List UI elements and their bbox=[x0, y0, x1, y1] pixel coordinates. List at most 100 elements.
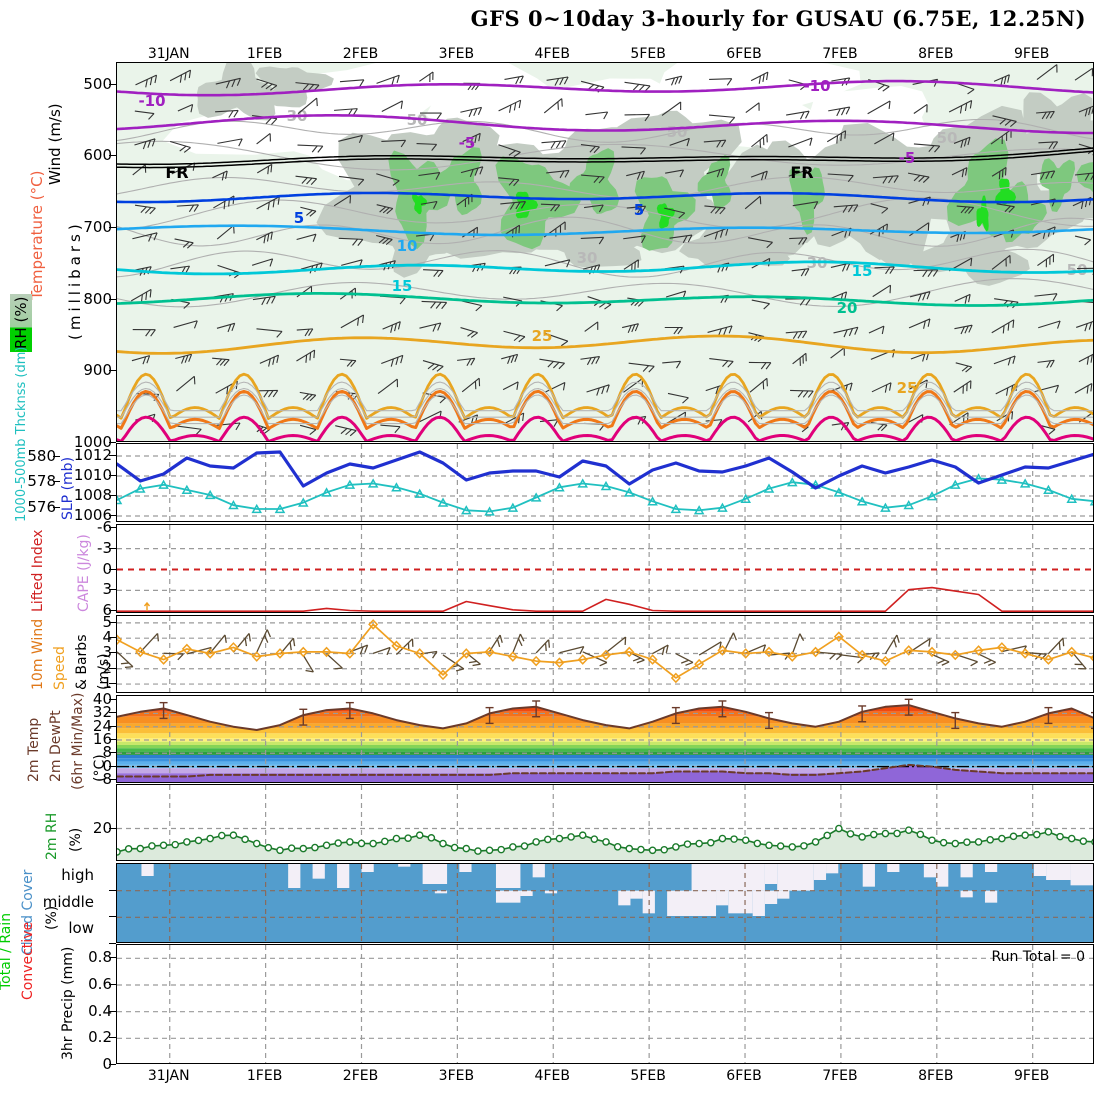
thickness-tickmark-578 bbox=[53, 481, 60, 483]
temp-tick-0: 0 bbox=[102, 756, 112, 775]
slp-thickness-panel bbox=[116, 443, 1094, 522]
temp-tickmark-24 bbox=[109, 725, 116, 727]
precip-tick-0p8: 0.8 bbox=[88, 948, 112, 967]
wind-10m-label-c: & Barbs bbox=[74, 634, 90, 691]
li-tickmark-3 bbox=[109, 589, 116, 591]
wind-tickmark-3 bbox=[109, 652, 116, 654]
temp-tickmark--8 bbox=[109, 778, 116, 780]
svg-text:10: 10 bbox=[397, 237, 418, 255]
cloud-level-middle: middle bbox=[42, 892, 94, 911]
pressure-tickmark-800 bbox=[109, 298, 116, 300]
precip-tick-0p4: 0.4 bbox=[88, 1001, 112, 1020]
date-label-6feb: 6FEB bbox=[726, 1068, 762, 1084]
wind-tickmark-2 bbox=[109, 667, 116, 669]
date-label-9feb: 9FEB bbox=[1013, 46, 1050, 62]
li-tickmark--3 bbox=[109, 547, 116, 549]
rh-2m-label-b: (%) bbox=[68, 827, 84, 852]
thickness-label: 1000-500mb Thcknss (dm) bbox=[14, 346, 29, 522]
date-label-3feb: 3FEB bbox=[438, 46, 475, 62]
svg-text:15: 15 bbox=[392, 277, 413, 295]
li-tickmark-6 bbox=[109, 610, 116, 612]
temp-tick-32: 32 bbox=[92, 703, 112, 722]
temp-tick-40: 40 bbox=[92, 690, 112, 709]
date-label-4feb: 4FEB bbox=[534, 1068, 570, 1084]
upper-rh-label: RH (%) bbox=[10, 293, 32, 352]
date-label-7feb: 7FEB bbox=[822, 1068, 858, 1084]
pressure-tick-900: 900 bbox=[83, 361, 112, 380]
pressure-tickmark-700 bbox=[109, 226, 116, 228]
thickness-tick-576: 576 bbox=[27, 497, 56, 516]
date-label-5feb: 5FEB bbox=[630, 1068, 666, 1084]
pressure-units-label: (millibars) bbox=[66, 220, 84, 340]
date-label-4feb: 4FEB bbox=[534, 46, 570, 62]
cloud-level-high: high bbox=[61, 866, 94, 884]
date-label-9feb: 9FEB bbox=[1013, 1068, 1050, 1084]
pressure-tickmark-500 bbox=[109, 83, 116, 85]
cloud-tickmark-1 bbox=[109, 916, 116, 918]
precip-tickmark-0p6 bbox=[109, 984, 116, 985]
li-tick--6: -6 bbox=[97, 517, 112, 536]
lifted-index-cape-panel bbox=[116, 524, 1094, 613]
precip-tickmark-0p2 bbox=[109, 1037, 116, 1039]
rh-2m-label-a: 2m RH bbox=[44, 812, 60, 860]
date-label-31jan: 31JAN bbox=[147, 46, 190, 62]
temp-2m-label-d: (°C) bbox=[92, 754, 108, 782]
li-tick--3: -3 bbox=[97, 538, 112, 557]
precip-tickmark-0 bbox=[109, 1064, 116, 1065]
li-tick-3: 3 bbox=[102, 580, 112, 599]
pressure-tick-800: 800 bbox=[83, 289, 112, 308]
lifted-index-label: Lifted Index bbox=[30, 529, 46, 612]
slp-tick-1006: 1006 bbox=[73, 506, 112, 524]
pressure-tickmark-900 bbox=[109, 370, 116, 372]
wind-tick-5: 5 bbox=[102, 612, 112, 631]
precip-tickmark-0p4 bbox=[109, 1010, 116, 1012]
svg-text:50: 50 bbox=[937, 129, 958, 147]
temp-tickmark-16 bbox=[109, 739, 116, 740]
date-label-31jan: 31JAN bbox=[147, 1068, 190, 1084]
pressure-tick-1000: 1000 bbox=[73, 433, 112, 451]
slp-tickmark-1006 bbox=[109, 515, 116, 516]
pressure-tickmark-1000 bbox=[109, 442, 116, 443]
pressure-tickmark-600 bbox=[109, 155, 116, 157]
svg-text:5: 5 bbox=[634, 201, 644, 219]
thickness-tickmark-580 bbox=[53, 455, 60, 457]
temp-2m-label-b: 2m DewPt bbox=[48, 710, 64, 782]
wind-tickmark-1 bbox=[109, 683, 116, 685]
precip-total-label: Total / Rain bbox=[0, 912, 14, 990]
svg-text:-5: -5 bbox=[899, 149, 916, 167]
wind-tick-3: 3 bbox=[102, 643, 112, 662]
precip-tick-0p2: 0.2 bbox=[88, 1028, 112, 1047]
upper-temperature-label: Temperature (°C) bbox=[28, 170, 46, 300]
thickness-tick-580: 580 bbox=[27, 446, 56, 465]
date-label-3feb: 3FEB bbox=[438, 1068, 475, 1084]
date-label-6feb: 6FEB bbox=[726, 46, 762, 62]
date-label-2feb: 2FEB bbox=[342, 46, 379, 62]
precip-tick-0p6: 0.6 bbox=[88, 975, 112, 993]
li-tickmark--6 bbox=[109, 526, 116, 528]
rh-tickmark-20 bbox=[109, 827, 116, 829]
slp-tick-1010: 1010 bbox=[73, 466, 112, 484]
temp-tickmark-8 bbox=[109, 752, 116, 754]
cloud-tickmark-0 bbox=[109, 889, 116, 891]
slp-tick-1008: 1008 bbox=[73, 486, 112, 504]
svg-text:25: 25 bbox=[897, 379, 918, 397]
slp-tick-1012: 1012 bbox=[73, 446, 112, 464]
li-tickmark-0 bbox=[109, 568, 116, 570]
svg-text:30: 30 bbox=[577, 249, 598, 267]
date-label-1feb: 1FEB bbox=[246, 1068, 283, 1084]
pressure-tick-600: 600 bbox=[83, 146, 112, 165]
date-label-8feb: 8FEB bbox=[918, 46, 954, 62]
wind-10m-label-d: (m/s) bbox=[96, 653, 112, 690]
svg-text:50: 50 bbox=[667, 123, 688, 141]
cloud-tickmark-2 bbox=[109, 943, 116, 944]
pressure-tick-500: 500 bbox=[83, 74, 112, 93]
precip-panel: Run Total = 0 bbox=[116, 944, 1094, 1064]
wind-tickmark-4 bbox=[109, 637, 116, 639]
rh-tick-20: 20 bbox=[92, 818, 112, 837]
wind-tick-4: 4 bbox=[102, 628, 112, 647]
temp-tickmark-0 bbox=[109, 765, 116, 767]
pressure-tick-700: 700 bbox=[83, 217, 112, 236]
cloud-cover-panel bbox=[116, 863, 1094, 943]
cape-label: CAPE (J/kg) bbox=[76, 534, 92, 612]
precip-convective-label: Convective bbox=[20, 921, 36, 1000]
